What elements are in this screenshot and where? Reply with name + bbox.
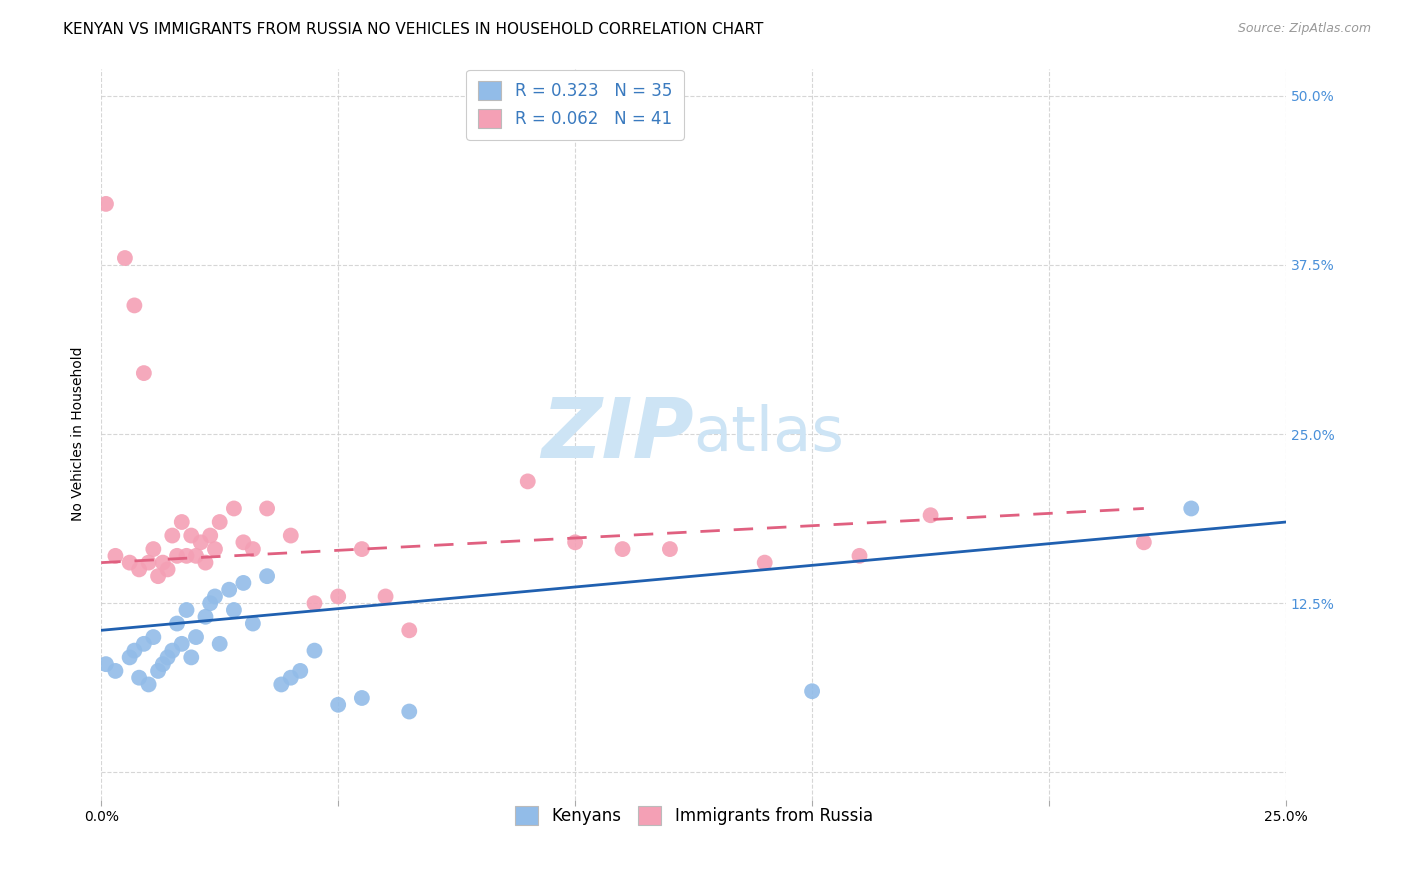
Text: atlas: atlas <box>693 404 845 464</box>
Point <box>328 590 350 604</box>
Point <box>184 630 207 644</box>
Point <box>232 535 254 549</box>
Point <box>94 657 117 672</box>
Text: Source: ZipAtlas.com: Source: ZipAtlas.com <box>1237 22 1371 36</box>
Point <box>190 535 212 549</box>
Point <box>156 562 179 576</box>
Y-axis label: No Vehicles in Household: No Vehicles in Household <box>72 347 86 521</box>
Point <box>350 542 373 557</box>
Point <box>564 535 586 549</box>
Point <box>146 569 169 583</box>
Point <box>270 677 292 691</box>
Point <box>152 657 174 672</box>
Point <box>124 643 146 657</box>
Point <box>516 475 538 489</box>
Point <box>222 603 245 617</box>
Point <box>170 637 193 651</box>
Point <box>290 664 312 678</box>
Point <box>138 677 160 691</box>
Point <box>398 705 420 719</box>
Point <box>256 501 278 516</box>
Point <box>94 197 117 211</box>
Point <box>204 542 226 557</box>
Point <box>398 624 420 638</box>
Point <box>208 515 231 529</box>
Point <box>754 556 776 570</box>
Point <box>170 515 193 529</box>
Point <box>166 549 188 563</box>
Point <box>204 590 226 604</box>
Point <box>374 590 396 604</box>
Point <box>232 576 254 591</box>
Point <box>156 650 179 665</box>
Point <box>162 643 184 657</box>
Point <box>242 542 264 557</box>
Point <box>142 542 165 557</box>
Point <box>118 556 141 570</box>
Point <box>194 609 217 624</box>
Point <box>176 549 198 563</box>
Point <box>218 582 240 597</box>
Point <box>1133 535 1156 549</box>
Point <box>138 556 160 570</box>
Point <box>124 298 146 312</box>
Point <box>132 637 155 651</box>
Point <box>152 556 174 570</box>
Point <box>118 650 141 665</box>
Legend: Kenyans, Immigrants from Russia: Kenyans, Immigrants from Russia <box>505 796 883 835</box>
Point <box>194 556 217 570</box>
Point <box>328 698 350 712</box>
Point <box>146 664 169 678</box>
Point <box>801 684 824 698</box>
Point <box>242 616 264 631</box>
Point <box>132 366 155 380</box>
Point <box>184 549 207 563</box>
Point <box>176 603 198 617</box>
Point <box>658 542 681 557</box>
Point <box>166 616 188 631</box>
Text: KENYAN VS IMMIGRANTS FROM RUSSIA NO VEHICLES IN HOUSEHOLD CORRELATION CHART: KENYAN VS IMMIGRANTS FROM RUSSIA NO VEHI… <box>63 22 763 37</box>
Point <box>1180 501 1202 516</box>
Point <box>256 569 278 583</box>
Point <box>304 596 326 610</box>
Point <box>920 508 942 523</box>
Point <box>350 691 373 706</box>
Point <box>280 671 302 685</box>
Point <box>208 637 231 651</box>
Point <box>128 562 150 576</box>
Point <box>142 630 165 644</box>
Point <box>104 549 127 563</box>
Point <box>200 596 222 610</box>
Point <box>180 650 202 665</box>
Point <box>222 501 245 516</box>
Point <box>200 528 222 542</box>
Point <box>104 664 127 678</box>
Point <box>114 251 136 265</box>
Text: ZIP: ZIP <box>541 393 693 475</box>
Point <box>180 528 202 542</box>
Point <box>128 671 150 685</box>
Point <box>280 528 302 542</box>
Point <box>612 542 634 557</box>
Point <box>848 549 870 563</box>
Point <box>162 528 184 542</box>
Point <box>304 643 326 657</box>
